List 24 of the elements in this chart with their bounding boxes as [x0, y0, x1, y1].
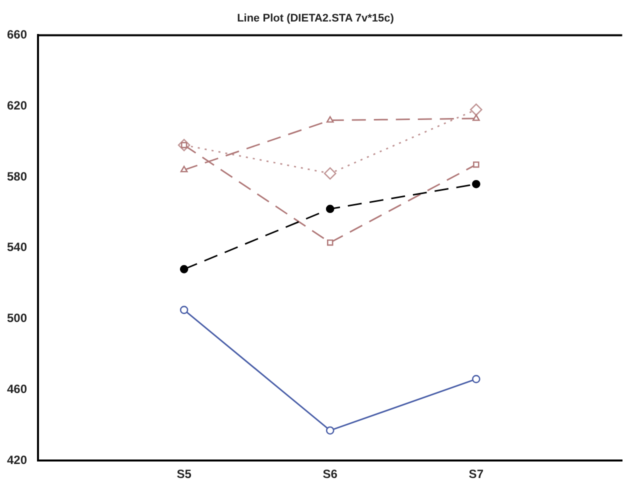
point [324, 167, 336, 180]
point [470, 103, 482, 116]
point [326, 204, 334, 214]
point [326, 239, 334, 246]
point [180, 166, 188, 172]
point [180, 265, 188, 274]
x-tick-label: S6 [322, 467, 338, 482]
point [473, 161, 480, 168]
point [472, 114, 480, 121]
y-tick-label: 540 [6, 240, 28, 254]
y-tick-label: 500 [6, 311, 28, 326]
chart-title: Line Plot (DIETA2.STA 7v*15c) [237, 12, 394, 25]
point [180, 306, 188, 314]
point [472, 374, 480, 384]
x-tick-label: S7 [468, 467, 484, 482]
y-tick-label: 620 [6, 98, 28, 112]
y-tick-label: 420 [6, 452, 28, 467]
point [326, 116, 334, 123]
point [472, 180, 480, 188]
y-tick-label: 460 [6, 382, 28, 396]
y-tick-label: 660 [6, 28, 28, 42]
y-tick-label: 580 [6, 169, 28, 184]
x-tick-label: S5 [176, 467, 192, 482]
point [326, 426, 334, 435]
